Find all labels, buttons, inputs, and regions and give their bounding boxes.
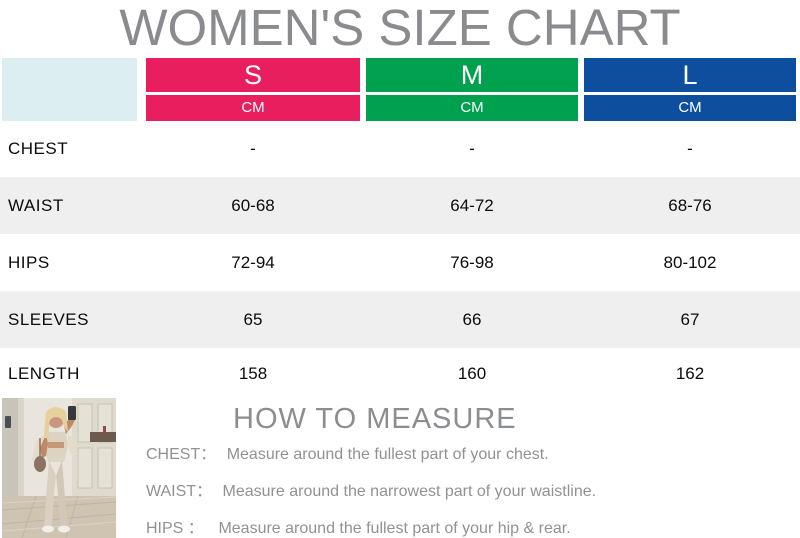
- cell-sleeves-s: 65: [243, 309, 263, 329]
- unit-header-l: CM: [584, 95, 796, 121]
- measure-label-chest: CHEST：: [146, 446, 217, 463]
- cell-sleeves-l: 67: [680, 309, 700, 329]
- table-row-hips: HIPS 72-94 76-98 80-102: [0, 234, 800, 291]
- size-header-m: M: [366, 58, 578, 92]
- cell-chest-m: -: [469, 139, 475, 158]
- cell-chest-l: -: [687, 139, 693, 158]
- model-photo: [2, 398, 116, 538]
- table-row-sleeves: SLEEVES 65 66 67: [0, 291, 800, 348]
- row-label-hips: HIPS: [8, 252, 50, 272]
- table-row-waist: WAIST 60-68 64-72 68-76: [0, 177, 800, 234]
- row-label-length: LENGTH: [8, 364, 80, 383]
- measure-text-chest: Measure around the fullest part of your …: [226, 446, 549, 463]
- cell-hips-s: 72-94: [231, 252, 275, 272]
- row-label-waist: WAIST: [8, 195, 64, 215]
- corner-cell: [2, 58, 137, 121]
- page-title: WOMEN'S SIZE CHART: [119, 0, 681, 56]
- row-label-chest: CHEST: [8, 139, 69, 158]
- cell-hips-l: 80-102: [663, 252, 717, 272]
- cell-length-s: 158: [238, 364, 268, 383]
- measure-text-waist: Measure around the narrowest part of you…: [222, 483, 597, 500]
- measure-item-hips: HIPS ： Measure around the fullest part o…: [146, 514, 571, 538]
- measure-item-chest: CHEST： Measure around the fullest part o…: [146, 440, 549, 464]
- cell-hips-m: 76-98: [450, 252, 494, 272]
- table-row-length: LENGTH 158 160 162: [0, 348, 800, 400]
- cell-waist-m: 64-72: [450, 195, 494, 215]
- measure-item-waist: WAIST： Measure around the narrowest part…: [146, 477, 596, 501]
- measure-label-waist: WAIST：: [146, 483, 213, 500]
- unit-header-s: CM: [146, 95, 360, 121]
- measure-label-hips: HIPS ：: [146, 520, 204, 537]
- measure-text-hips: Measure around the fullest part of your …: [218, 520, 571, 537]
- cell-length-m: 160: [457, 364, 487, 383]
- how-to-measure-heading: HOW TO MEASURE: [233, 403, 517, 435]
- table-row-chest: CHEST - - -: [0, 121, 800, 177]
- cell-waist-l: 68-76: [668, 195, 712, 215]
- cell-sleeves-m: 66: [462, 309, 482, 329]
- cell-waist-s: 60-68: [231, 195, 275, 215]
- cell-chest-s: -: [250, 139, 256, 158]
- size-header-s: S: [146, 58, 360, 92]
- size-header-l: L: [584, 58, 796, 92]
- unit-header-m: CM: [366, 95, 578, 121]
- row-label-sleeves: SLEEVES: [8, 309, 89, 329]
- cell-length-l: 162: [675, 364, 705, 383]
